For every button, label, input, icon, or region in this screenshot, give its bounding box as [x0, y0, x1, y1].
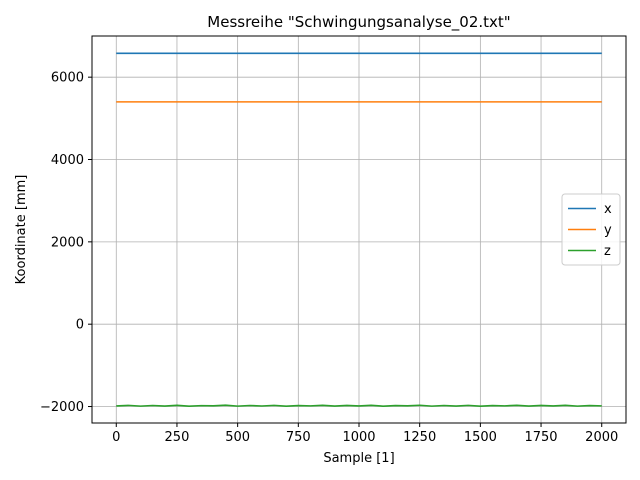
y-tick-label: 4000: [51, 153, 84, 168]
x-tick-label: 1000: [342, 430, 375, 445]
x-tick-label: 500: [225, 430, 250, 445]
x-axis-label: Sample [1]: [323, 451, 394, 466]
y-tick-label: 2000: [51, 235, 84, 250]
legend: xyz: [561, 193, 621, 266]
y-axis-label: Koordinate [mm]: [14, 175, 29, 285]
x-tick-label: 2000: [585, 430, 618, 445]
legend-label-y: y: [604, 223, 612, 238]
grid-lines: [92, 36, 626, 423]
x-tick-label: 1250: [403, 430, 436, 445]
legend-label-x: x: [604, 202, 612, 217]
series-lines: [116, 52, 602, 408]
x-tick-label: 1500: [464, 430, 497, 445]
chart-title: Messreihe "Schwingungsanalyse_02.txt": [207, 13, 510, 32]
y-tick-label: 6000: [51, 71, 84, 86]
legend-label-z: z: [604, 244, 611, 259]
x-tick-label: 250: [165, 430, 190, 445]
series-line-z: [116, 404, 602, 408]
y-tick-label: −2000: [40, 400, 84, 415]
y-tick-label: 0: [76, 318, 84, 333]
x-tick-label: 1750: [524, 430, 557, 445]
x-tick-label: 0: [112, 430, 120, 445]
axis-ticks: 0 250 500 750 1000 1250 1500 1750 2000 −2000 0 2000…: [40, 71, 618, 445]
x-tick-label: 750: [286, 430, 311, 445]
